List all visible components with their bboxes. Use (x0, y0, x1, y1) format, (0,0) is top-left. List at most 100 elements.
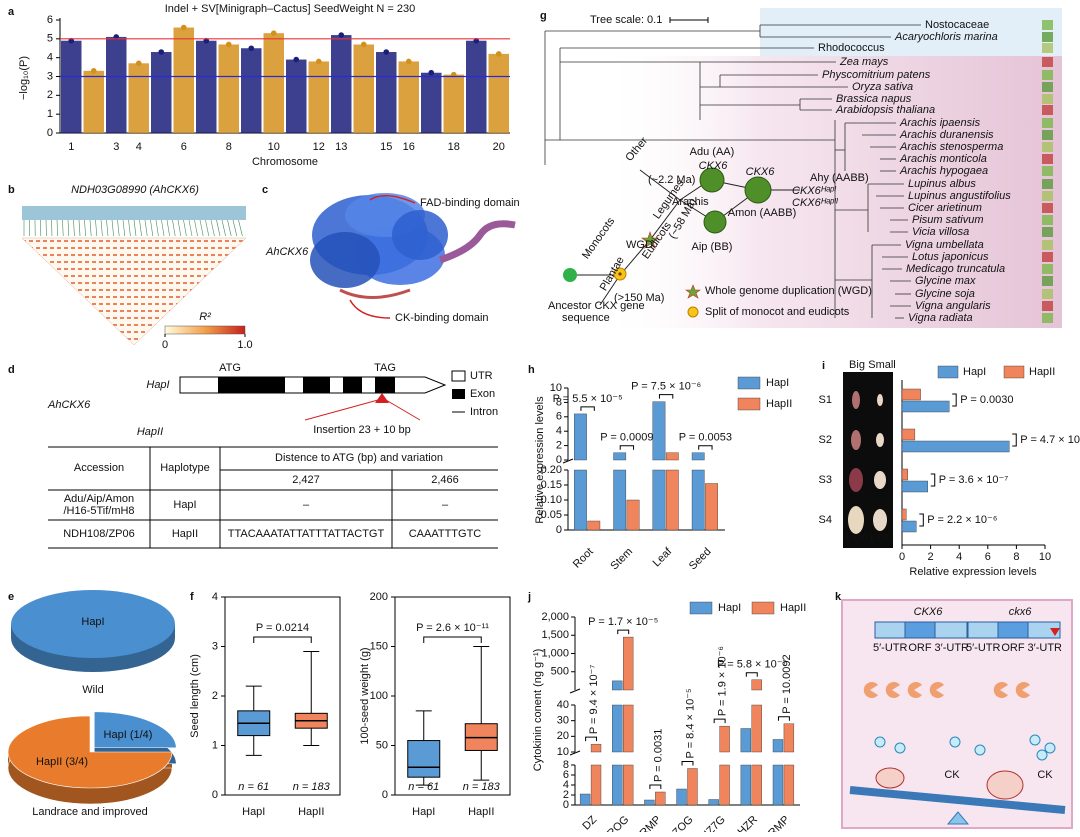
y-axis-label: Relative expression levels (534, 396, 546, 524)
gene-label: ckx6 (1009, 606, 1033, 618)
species-label: Pisum sativum (912, 214, 984, 226)
peak-point (293, 57, 299, 63)
y-tick-label: 3 (47, 70, 53, 82)
species-label: Vigna angularis (915, 300, 991, 312)
bar (705, 484, 717, 531)
p-value-label: P = 5.5 × 10⁻⁵ (553, 393, 623, 405)
peak-column (286, 60, 307, 133)
pie-title: Wild (82, 684, 103, 696)
decoration (310, 232, 380, 288)
bar (677, 789, 687, 805)
decoration (340, 290, 410, 298)
y-tick-label: 4 (212, 591, 218, 603)
bar (591, 744, 601, 752)
table-header: Haplotype (160, 462, 210, 474)
peak-point (226, 42, 232, 48)
haplotype-label: HapII (137, 426, 163, 438)
legend-label: HapII (766, 398, 792, 410)
slice-label: HapII (3/4) (36, 756, 88, 768)
y-tick-label: 1 (47, 108, 53, 120)
slice-label: HapI (81, 616, 104, 628)
species-label: Arachis stenosperma (899, 141, 1003, 153)
y-axis-label: Seed length (cm) (189, 654, 201, 738)
y-tick-label: 1,500 (541, 629, 569, 641)
species-label: Vigna radiata (908, 312, 973, 324)
codon-label: TAG (374, 362, 396, 374)
table-cell: /H16-5Tif/mH8 (63, 505, 134, 517)
species-label: Zea mays (839, 56, 889, 68)
table-header: Accession (74, 462, 124, 474)
table-cell: – (303, 499, 310, 511)
y-axis-label: −log₁₀(P) (18, 56, 30, 100)
decoration (1042, 105, 1053, 115)
decoration (228, 220, 232, 236)
p-value-label: P = 0.0053 (679, 432, 732, 444)
panel-letter: k (835, 591, 842, 603)
diagram-label: CKX6 (699, 160, 729, 172)
species-label: Glycine soja (915, 288, 975, 300)
x-tick-label: 1 (68, 141, 74, 153)
x-tick-label: 13 (335, 141, 347, 153)
decoration (851, 430, 861, 450)
table-cell: HapII (172, 528, 198, 540)
decoration (189, 220, 192, 236)
table-cell: CAAATTTGTC (409, 528, 482, 540)
decoration (905, 622, 935, 638)
y-tick-label: 100 (370, 690, 388, 702)
bar (688, 769, 698, 806)
species-label: Cicer arietinum (908, 202, 982, 214)
legend-tick-label: 0 (162, 339, 168, 351)
diagram-label: Adu (AA) (690, 146, 735, 158)
decoration (1042, 276, 1053, 286)
decoration (875, 737, 885, 747)
bar (692, 470, 704, 530)
n-label: n = 61 (238, 781, 269, 793)
peak-column (444, 75, 465, 133)
decoration (233, 220, 237, 236)
bar (902, 389, 921, 400)
row-label: S4 (819, 514, 832, 526)
decoration (618, 630, 629, 634)
legend-label: HapI (718, 602, 741, 614)
decoration (670, 17, 708, 23)
n-label: n = 183 (293, 781, 331, 793)
species-label: Lupinus angustifolius (908, 190, 1011, 202)
panel-letter: h (528, 364, 535, 376)
diagram-label: Ahy (AABB) (810, 172, 869, 184)
decoration (688, 307, 698, 317)
gene-name: AhCKX6 (47, 399, 91, 411)
decoration (778, 717, 789, 721)
x-axis-label: Relative expression levels (909, 566, 1037, 578)
decoration (107, 220, 109, 236)
bar (741, 765, 751, 805)
p-value-label: P = 5.8 × 10⁻⁷ (717, 659, 787, 671)
bar (653, 470, 665, 530)
region-label: ORF (1001, 642, 1025, 654)
table-cell: 2,427 (292, 474, 320, 486)
row-label: S1 (819, 394, 832, 406)
peak-column (331, 35, 352, 133)
bar (752, 765, 762, 805)
legend-label: UTR (470, 370, 493, 382)
bar (773, 739, 783, 752)
peak-column (84, 71, 105, 133)
bar (902, 481, 928, 492)
decoration (1045, 743, 1055, 753)
decoration (704, 211, 726, 233)
x-tick-label: 2 (928, 551, 934, 563)
p-value-label: P = 0.0030 (960, 394, 1013, 406)
panel-letter: g (540, 10, 547, 22)
y-tick-label: 500 (551, 666, 569, 678)
peak-column (399, 61, 420, 133)
decoration (165, 326, 245, 334)
species-label: Medicago truncatula (906, 263, 1005, 275)
region-label: 5′-UTR (966, 642, 1001, 654)
decoration (1042, 203, 1053, 213)
bar (720, 765, 730, 805)
domain-label: FAD-binding domain (420, 197, 520, 209)
decoration (452, 389, 465, 399)
bar (666, 453, 678, 460)
p-value-label: P = 8.4 × 10⁻⁵ (684, 688, 696, 758)
decoration (952, 394, 956, 406)
peak-point (136, 61, 142, 67)
